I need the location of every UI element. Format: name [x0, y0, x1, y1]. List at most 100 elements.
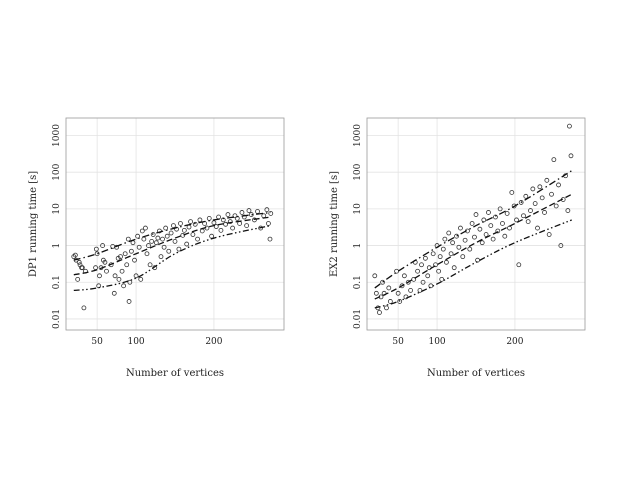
dp1-data-point [218, 227, 224, 233]
ex2-data-point [497, 206, 503, 212]
ex2-data-point [521, 213, 526, 219]
ex2-data-point [395, 290, 401, 296]
ex2-data-point [451, 265, 457, 271]
dp1-data-point [119, 268, 125, 274]
dp1-data-point [213, 224, 219, 229]
dp1-data-point [230, 225, 236, 231]
dp1-data-point [149, 238, 155, 244]
dp1-data-point [144, 251, 150, 257]
dp1-data-point [75, 276, 81, 282]
ex2-ytick-label: 0.1 [353, 275, 363, 289]
dp1-data-point [128, 248, 134, 254]
dp1-data-point [246, 208, 252, 213]
dp1-data-point [252, 217, 257, 223]
ex2-data-point [486, 210, 491, 215]
ex2-data-point [537, 184, 543, 190]
ex2-data-point [504, 211, 510, 216]
dp1-xtick-label: 100 [127, 337, 144, 347]
dp1-fit-curve-dash-dot-dot [73, 224, 271, 292]
dp1-data-point [248, 212, 254, 217]
ex2-data-point [467, 246, 473, 252]
dp1-data-point [81, 305, 87, 311]
ex2-data-point [411, 276, 417, 282]
dp1-data-point [268, 211, 274, 216]
ex2-data-point [439, 276, 445, 282]
ex2-data-point [456, 244, 462, 250]
dp1-ytick-label: 0.1 [52, 275, 62, 289]
dp1-data-point [93, 246, 99, 252]
dp1-xtick-label: 200 [205, 337, 222, 347]
ex2-data-point [528, 208, 533, 213]
ex2-ytick-label: 1000 [353, 124, 363, 147]
dp1-ytick-label: 0.01 [52, 309, 62, 329]
ex2-data-point [454, 233, 459, 239]
ex2-data-point [401, 273, 407, 279]
dp1-data-point [125, 236, 131, 242]
dp1-data-point [211, 220, 217, 226]
ex2-data-point [419, 262, 424, 268]
ex2-data-point [567, 123, 572, 129]
dp1-ytick-label: 1 [52, 243, 62, 249]
dp1-plot-frame [65, 117, 285, 331]
dp1-data-point [146, 243, 151, 248]
ex2-xtick-label: 100 [428, 337, 445, 347]
dp1-data-point [180, 232, 186, 238]
dp1-fit-curve-dashed [73, 216, 271, 276]
ex2-data-point [397, 299, 403, 304]
ex2-data-point [448, 251, 454, 257]
ex2-data-point [377, 310, 382, 315]
ex2-data-point [462, 237, 468, 243]
ex2-data-point [387, 299, 393, 304]
ex2-data-point [420, 279, 426, 285]
ex2-data-point [514, 217, 519, 223]
ex2-data-point [488, 223, 494, 229]
ex2-data-point [436, 268, 442, 274]
dp1-data-point [225, 212, 231, 217]
dp1-data-point [150, 232, 156, 237]
ex2-data-point [405, 279, 411, 285]
dp1-data-point [239, 210, 245, 215]
ex2-data-point [446, 230, 452, 236]
dp1-data-point [121, 283, 127, 289]
dp1-data-point [122, 251, 128, 257]
dp1-data-point [104, 268, 109, 274]
dp1-ytick-label: 100 [52, 163, 62, 180]
dp1-data-point [124, 262, 130, 268]
dp1-data-point [181, 227, 187, 233]
dp1-data-point [166, 248, 172, 254]
ex2-data-point [477, 226, 483, 232]
ex2-x-axis-label: Number of vertices [427, 368, 525, 379]
ex2-data-point [532, 201, 538, 206]
dp1-data-point [132, 257, 137, 263]
ex2-data-point [473, 212, 479, 217]
ex2-data-point [551, 157, 557, 163]
ex2-data-point [415, 268, 421, 274]
dp1-data-point [136, 244, 142, 250]
ex2-data-point [556, 182, 561, 188]
ex2-data-point [380, 279, 385, 285]
ex2-data-point [458, 225, 463, 231]
ex2-data-point [544, 177, 550, 183]
dp1-data-point [102, 259, 108, 265]
ex2-data-point [422, 255, 428, 261]
dp1-data-point [72, 252, 78, 258]
dp1-data-point [232, 213, 238, 219]
ex2-data-point [440, 246, 446, 252]
ex2-data-point [530, 186, 536, 192]
ex2-data-point [558, 243, 564, 248]
dp1-fit-curve-dash-dot [73, 211, 271, 261]
dp1-ytick-label: 1000 [52, 124, 62, 147]
ex2-data-point [386, 285, 392, 291]
dp1-data-point [79, 265, 85, 271]
dp1-data-point [227, 219, 233, 225]
dp1-data-point [184, 241, 190, 247]
dp1-data-point [195, 236, 200, 242]
dp1-data-point [127, 279, 133, 285]
dp1-data-point [111, 290, 117, 296]
ex2-data-point [509, 190, 515, 195]
ex2-data-point [430, 251, 436, 257]
dp1-data-point [139, 228, 145, 234]
ex2-xtick-label: 200 [506, 337, 523, 347]
dp1-data-point [267, 236, 273, 242]
